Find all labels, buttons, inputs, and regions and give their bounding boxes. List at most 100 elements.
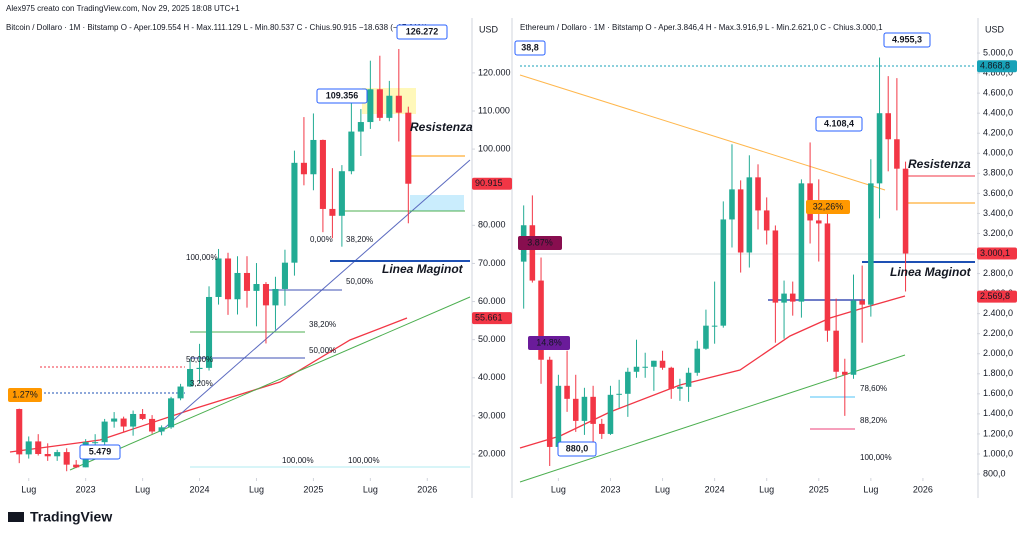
y-tick-label: 4.000,0 xyxy=(983,148,1013,158)
callout-box xyxy=(557,441,597,457)
x-tick-label: Lug xyxy=(135,484,150,494)
callout: 1.27% xyxy=(12,389,38,399)
fib-label: 100,00% xyxy=(186,253,218,262)
y-tick-label: 3.800,0 xyxy=(983,168,1013,178)
candle-body xyxy=(158,427,165,432)
candle-body xyxy=(720,219,727,326)
candle-body xyxy=(196,367,203,370)
candle-body xyxy=(348,131,355,172)
candle-body xyxy=(737,189,744,253)
y-tick-label: 4.600,0 xyxy=(983,88,1013,98)
callout: 3.87% xyxy=(527,237,553,247)
price-tag xyxy=(977,60,1017,73)
y-tick-label: 1.400,0 xyxy=(983,408,1013,418)
x-tick-label: 2025 xyxy=(303,484,323,494)
y-tick-label: 40.000 xyxy=(478,372,506,382)
callout-box xyxy=(8,388,42,402)
candle-body xyxy=(253,284,260,291)
trend-line xyxy=(519,74,886,191)
candle-body xyxy=(35,441,42,454)
price-tag-label: 4.868,8 xyxy=(980,61,1010,71)
y-tick-label: 3.400,0 xyxy=(983,208,1013,218)
callout-box xyxy=(518,236,562,250)
x-tick-label: 2023 xyxy=(76,484,96,494)
logo-mark xyxy=(8,512,24,522)
callout-box xyxy=(883,32,931,48)
candle-body xyxy=(746,177,753,253)
y-tick-label: 100.000 xyxy=(478,143,511,153)
price-tag-label: 3.000,1 xyxy=(980,248,1010,258)
candle-body xyxy=(272,288,279,306)
price-tag xyxy=(977,290,1017,303)
x-tick-label: 2024 xyxy=(190,484,210,494)
candle-body xyxy=(894,139,900,169)
candle-body xyxy=(789,293,796,302)
fib-label: 100,00% xyxy=(348,456,380,465)
fib-label: 50,00% xyxy=(346,277,373,286)
fib-label: 88,20% xyxy=(860,416,887,425)
y-tick-label: 2.400,0 xyxy=(983,308,1013,318)
x-tick-label: Lug xyxy=(655,484,670,494)
candle-body xyxy=(815,220,822,224)
candle-body xyxy=(703,325,709,349)
x-tick-label: 2023 xyxy=(600,484,620,494)
callout-box xyxy=(528,336,570,350)
price-tag xyxy=(472,312,512,325)
annotation: Resistenza xyxy=(410,120,473,134)
y-tick-label: 3.200,0 xyxy=(983,228,1013,238)
y-tick-label: 80.000 xyxy=(478,220,506,230)
fib-label: 78,60% xyxy=(860,384,887,393)
price-tag-label: 90.915 xyxy=(475,178,503,188)
candle-body xyxy=(677,386,683,389)
callout-box xyxy=(806,200,850,214)
trend-line xyxy=(159,159,471,433)
candle-body xyxy=(205,296,213,368)
candle-body xyxy=(824,223,831,331)
candle-body xyxy=(101,421,108,443)
trend-line xyxy=(519,354,906,483)
candle-body xyxy=(902,168,909,254)
candle-body xyxy=(243,272,251,291)
drawings xyxy=(9,65,975,483)
candle-body xyxy=(177,386,184,399)
candle-body xyxy=(215,258,222,297)
candle-body xyxy=(885,113,891,140)
callout: 880,0 xyxy=(566,443,589,453)
callout: 126.272 xyxy=(406,26,439,36)
candle-body xyxy=(616,393,622,395)
candle-body xyxy=(262,284,270,306)
y-tick-label: 5.000,0 xyxy=(983,47,1013,57)
callout: 109.356 xyxy=(326,90,359,100)
annotation: Linea Maginot xyxy=(890,265,972,279)
candle-body xyxy=(386,95,393,118)
y-tick-label: 120.000 xyxy=(478,67,511,77)
footer-text: TradingView xyxy=(30,509,112,525)
highlight-box xyxy=(410,195,464,211)
annotation: Resistenza xyxy=(908,157,971,171)
y-tick-label: 60.000 xyxy=(478,296,506,306)
candle-body xyxy=(546,359,553,447)
x-tick-label: Lug xyxy=(249,484,264,494)
candle-body xyxy=(538,280,544,360)
candle-body xyxy=(300,162,307,175)
moving-average xyxy=(9,317,408,453)
candle-body xyxy=(338,171,345,216)
candle-body xyxy=(25,441,32,455)
candle-body xyxy=(168,398,175,428)
candle-body xyxy=(63,452,70,465)
candle-body xyxy=(44,453,51,457)
y-tick-label: 4.200,0 xyxy=(983,128,1013,138)
price-tag xyxy=(472,177,512,190)
callout: 14.8% xyxy=(536,337,562,347)
y-tick-label: 1.000,0 xyxy=(983,448,1013,458)
annotations: Resistenza Linea Maginot 126.272 109.356… xyxy=(8,24,972,465)
candle-body xyxy=(139,413,146,419)
legend-text: Ethereum / Dollaro · 1M · Bitstamp O - A… xyxy=(520,23,883,32)
x-tick-label: Lug xyxy=(21,484,36,494)
candle-body xyxy=(329,208,336,216)
y-tick-label: 1.800,0 xyxy=(983,368,1013,378)
candle-body xyxy=(642,366,648,368)
candle-body xyxy=(659,360,666,368)
candle-body xyxy=(73,464,80,468)
